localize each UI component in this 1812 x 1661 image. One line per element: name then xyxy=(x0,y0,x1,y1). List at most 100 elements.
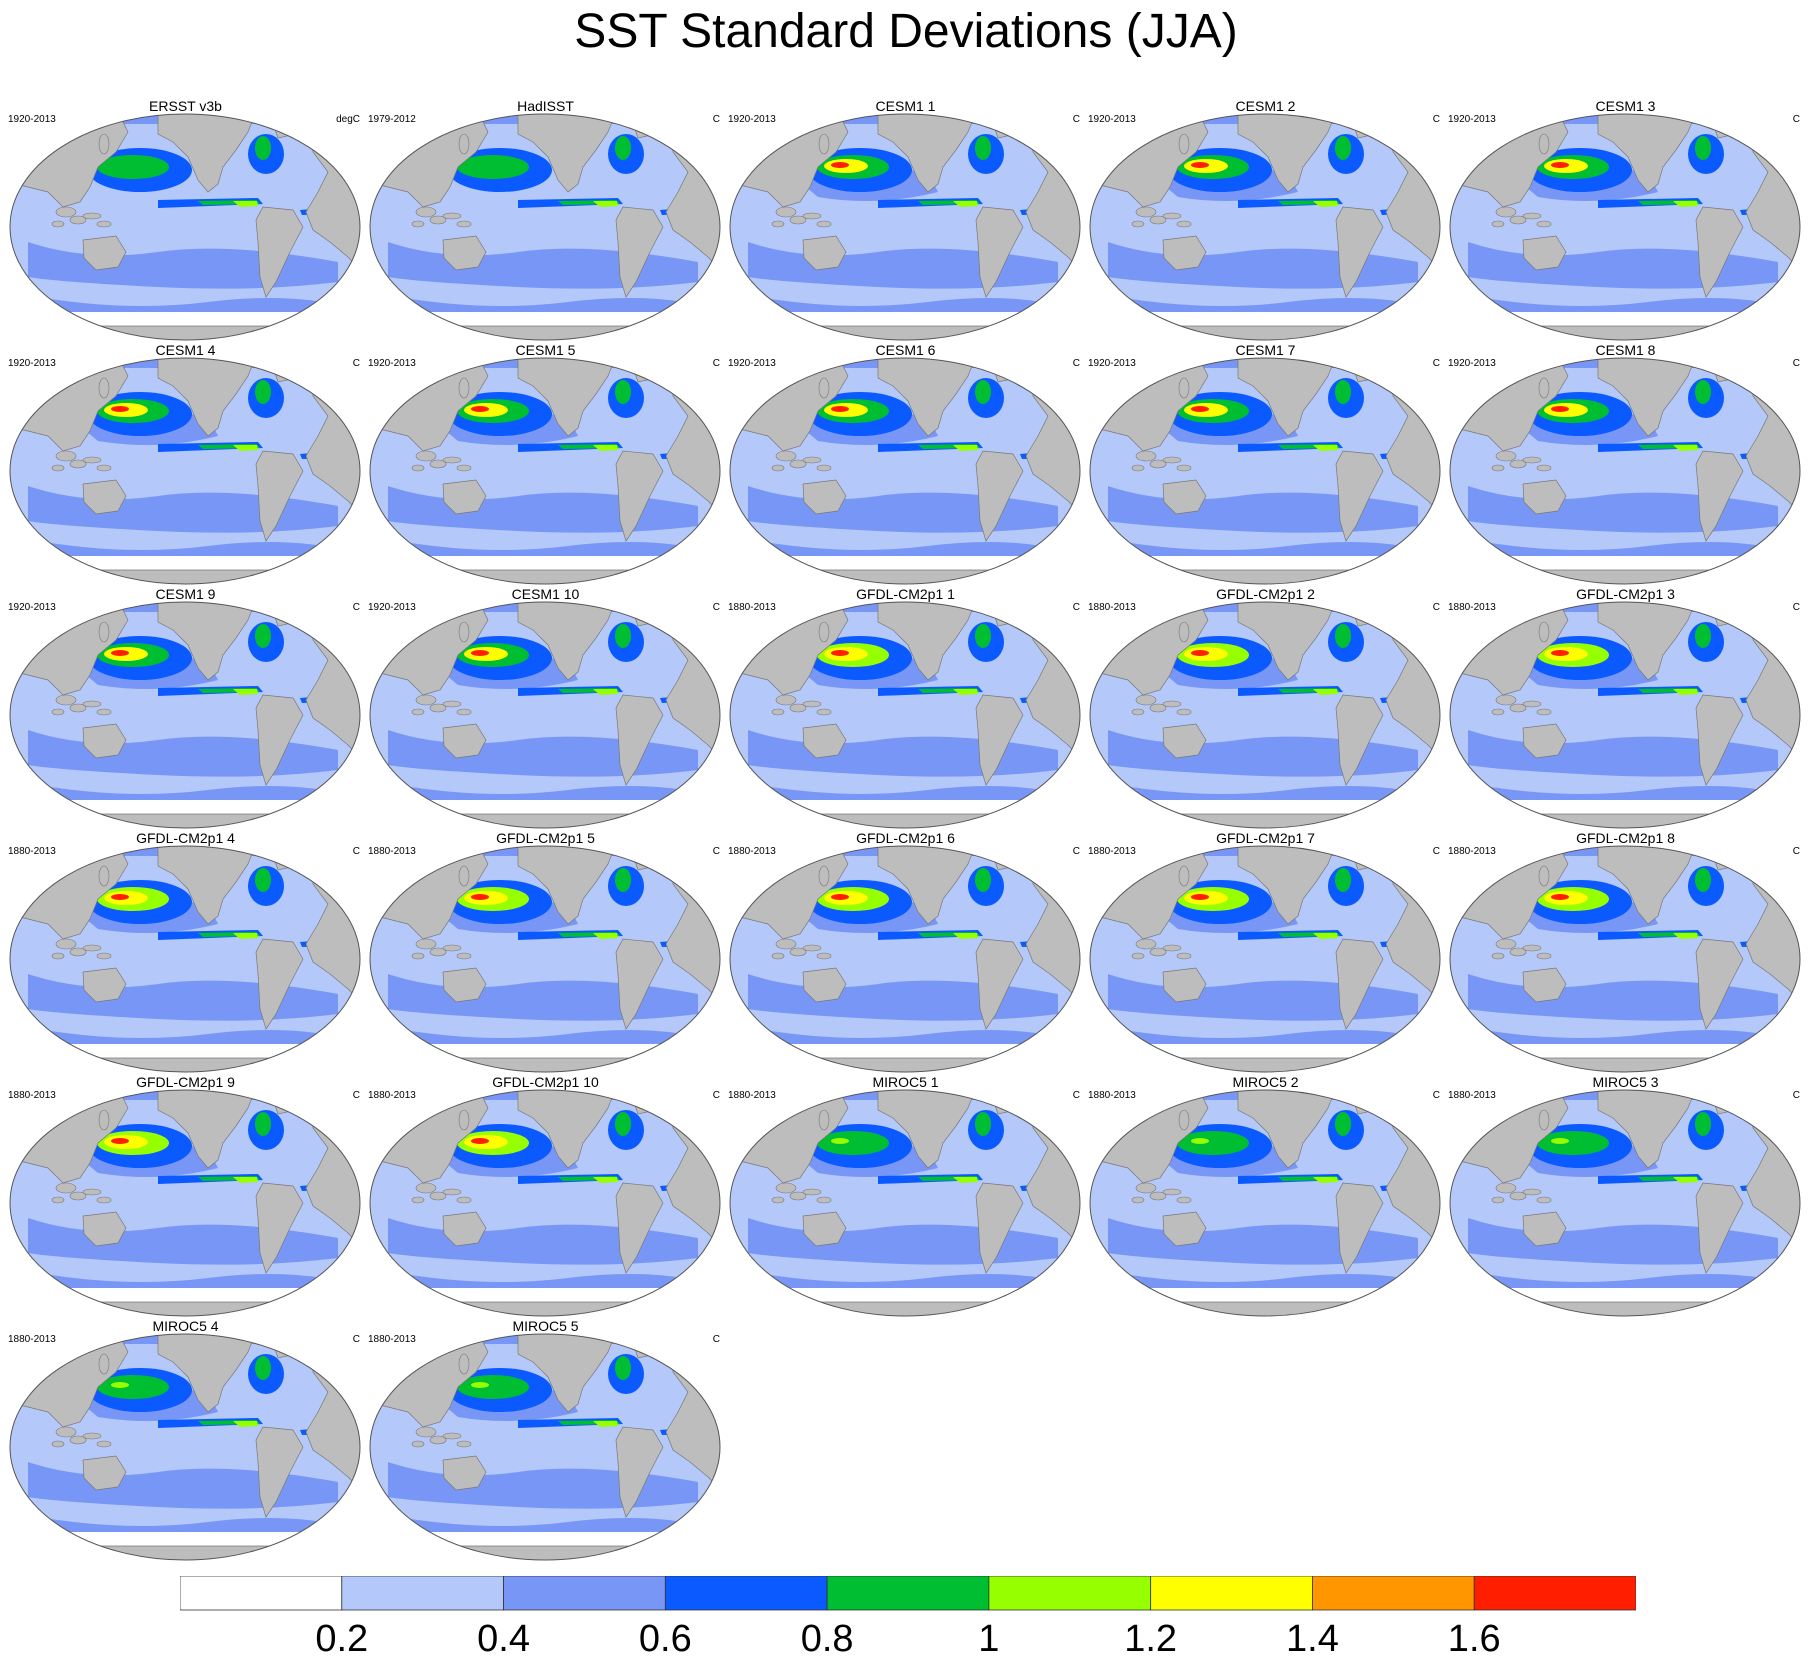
north-pacific-anomaly xyxy=(1551,894,1569,900)
colorbar-swatch xyxy=(503,1576,666,1611)
equatorial-cold-tongue xyxy=(1313,933,1338,939)
land-mass xyxy=(1162,479,1207,515)
land-mass xyxy=(517,358,617,437)
island xyxy=(442,1188,462,1196)
island xyxy=(1176,464,1192,472)
north-pacific-anomaly xyxy=(111,1138,129,1144)
equatorial-cold-tongue xyxy=(233,933,258,939)
low-variability-zone xyxy=(730,1288,1080,1302)
panel-title: CESM1 2 xyxy=(1235,98,1296,114)
north-atlantic-anomaly xyxy=(255,624,271,648)
island xyxy=(1509,1191,1527,1201)
land-mass xyxy=(157,1090,257,1169)
panel-units: C xyxy=(712,114,720,125)
panel-title: MIROC5 2 xyxy=(1232,1074,1299,1090)
world-map xyxy=(369,845,721,1073)
island xyxy=(415,694,437,706)
low-variability-zone xyxy=(1450,312,1800,326)
land-mass xyxy=(877,602,977,681)
world-map xyxy=(729,357,1081,585)
island xyxy=(1162,212,1182,220)
panel-title: CESM1 6 xyxy=(875,342,936,358)
map-outline xyxy=(1089,113,1441,341)
island xyxy=(1131,952,1145,960)
world-map xyxy=(369,357,721,585)
island xyxy=(98,865,110,887)
panel-title: GFDL-CM2p1 6 xyxy=(856,830,955,846)
land-mass xyxy=(1695,1182,1744,1274)
map-outline xyxy=(1089,357,1441,585)
equatorial-cold-tongue xyxy=(233,201,258,207)
land-mass xyxy=(157,114,257,193)
island xyxy=(96,708,112,716)
low-variability-zone xyxy=(1450,800,1800,814)
island xyxy=(415,206,437,218)
island xyxy=(442,212,462,220)
low-variability-zone xyxy=(10,800,360,814)
island xyxy=(1538,1109,1550,1131)
island xyxy=(55,206,77,218)
north-atlantic-anomaly xyxy=(615,136,631,160)
island xyxy=(429,947,447,957)
land-mass xyxy=(442,967,487,1003)
island xyxy=(1178,133,1190,155)
low-variability-zone xyxy=(370,556,720,570)
equatorial-cold-tongue xyxy=(593,1177,618,1183)
map-content xyxy=(1090,602,1440,828)
island xyxy=(415,1182,437,1194)
island xyxy=(456,1196,472,1204)
colorbar xyxy=(180,1576,1636,1611)
map-panel: CESM1 9 1920-2013 C xyxy=(8,586,363,831)
panel-period: 1880-2013 xyxy=(728,602,776,613)
map-content xyxy=(1090,1090,1440,1316)
panel-units: C xyxy=(712,846,720,857)
land-mass xyxy=(517,602,617,681)
map-panel: GFDL-CM2p1 7 1880-2013 C xyxy=(1088,830,1443,1075)
colorbar-swatch xyxy=(826,1576,990,1611)
land-mass xyxy=(442,235,487,271)
map-content xyxy=(10,846,360,1072)
map-outline xyxy=(369,601,721,829)
panel-period: 1920-2013 xyxy=(8,114,56,125)
colorbar-swatch xyxy=(988,1576,1152,1611)
island xyxy=(456,1440,472,1448)
north-atlantic-anomaly xyxy=(615,1356,631,1380)
map-outline xyxy=(1089,601,1441,829)
map-content xyxy=(370,114,720,340)
panel-units: C xyxy=(1792,114,1800,125)
north-atlantic-anomaly xyxy=(255,1356,271,1380)
land-mass xyxy=(1695,450,1744,542)
map-outline xyxy=(729,113,1081,341)
island xyxy=(55,938,77,950)
north-pacific-anomaly xyxy=(831,894,849,900)
island xyxy=(816,708,832,716)
island xyxy=(1149,1191,1167,1201)
panel-period: 1880-2013 xyxy=(1448,846,1496,857)
north-pacific-anomaly xyxy=(1191,406,1209,412)
low-variability-zone xyxy=(730,1044,1080,1058)
land-mass xyxy=(877,114,977,193)
island xyxy=(1536,708,1552,716)
low-variability-zone xyxy=(1090,556,1440,570)
panel-period: 1920-2013 xyxy=(1088,358,1136,369)
world-map xyxy=(1449,113,1801,341)
island xyxy=(789,215,807,225)
island xyxy=(1509,215,1527,225)
north-pacific-anomaly xyxy=(471,894,489,900)
land-mass xyxy=(82,1211,127,1247)
panel-period: 1880-2013 xyxy=(1448,602,1496,613)
island xyxy=(69,703,87,713)
north-atlantic-anomaly xyxy=(1695,624,1711,648)
equatorial-cold-tongue xyxy=(1673,445,1698,451)
map-content xyxy=(370,358,720,584)
island xyxy=(429,1191,447,1201)
map-panel: CESM1 10 1920-2013 C xyxy=(368,586,723,831)
map-panel: GFDL-CM2p1 3 1880-2013 C xyxy=(1448,586,1803,831)
equatorial-cold-tongue xyxy=(1313,201,1338,207)
land-mass xyxy=(1335,1182,1384,1274)
north-pacific-anomaly xyxy=(1551,650,1569,656)
colorbar-tick-label: 0.2 xyxy=(315,1618,369,1660)
map-panel: GFDL-CM2p1 8 1880-2013 C xyxy=(1448,830,1803,1075)
map-outline xyxy=(729,357,1081,585)
panel-title: CESM1 10 xyxy=(511,586,580,602)
